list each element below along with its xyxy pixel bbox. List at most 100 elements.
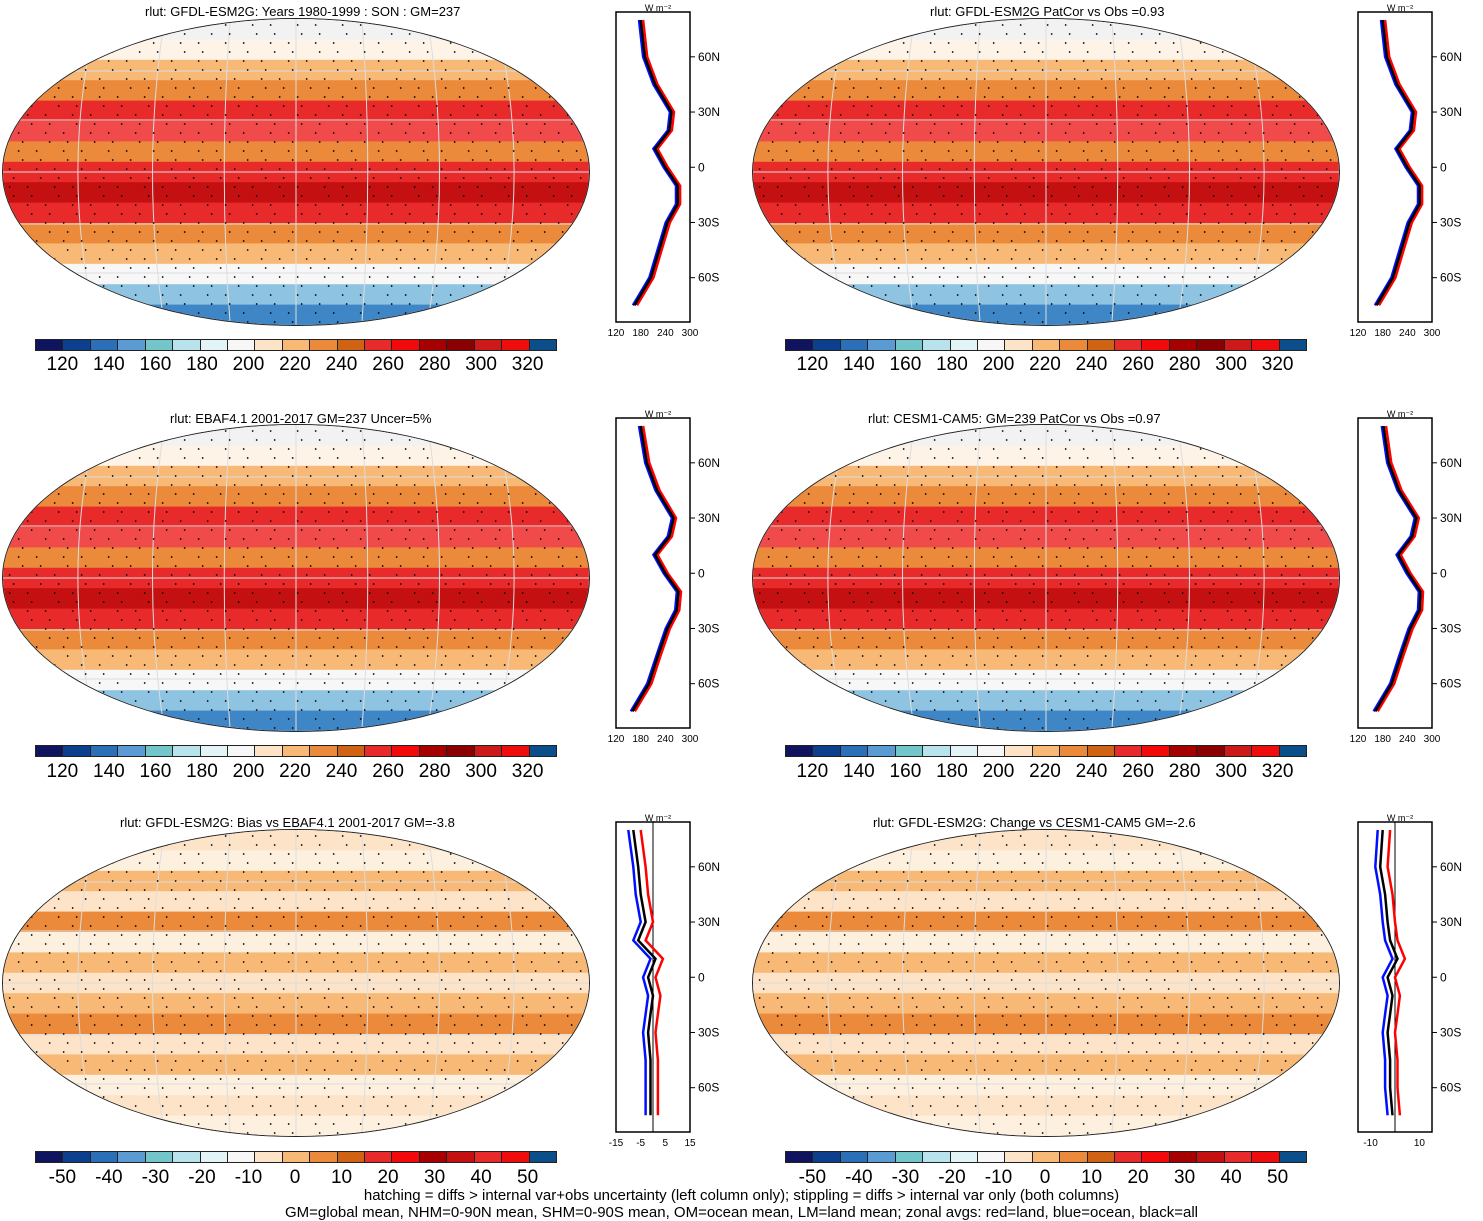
colorbar-swatch <box>173 1152 201 1162</box>
lat-label: 60N <box>1440 50 1462 64</box>
colorbar-tick-label: 180 <box>186 761 218 782</box>
colorbar-tick-label: 220 <box>279 354 311 375</box>
colorbar-swatch <box>255 340 283 350</box>
colorbar-tick-label: 200 <box>982 354 1015 375</box>
all-profile-line <box>631 425 680 712</box>
panel-title-5: rlut: GFDL-ESM2G: Bias vs EBAF4.1 2001-2… <box>120 815 455 830</box>
colorbar-swatch <box>840 746 869 756</box>
colorbar-swatch <box>1032 340 1061 350</box>
colorbar-swatch <box>90 340 119 350</box>
colorbar-swatch <box>1005 340 1033 350</box>
profile-tick-label: -5 <box>636 1138 645 1149</box>
lat-label: 30S <box>1440 621 1461 635</box>
colorbar-swatch <box>63 340 91 350</box>
colorbar-swatch <box>90 1152 119 1162</box>
colorbar-tick-label: -40 <box>845 1167 873 1188</box>
colorbar-swatch <box>1224 340 1253 350</box>
colorbar-tick-label: 320 <box>511 354 544 375</box>
panel-title-4: rlut: CESM1-CAM5: GM=239 PatCor vs Obs =… <box>868 411 1161 426</box>
colorbar-swatch <box>118 746 146 756</box>
colorbar-panel-2 <box>785 339 1307 351</box>
colorbar-swatch <box>895 1152 924 1162</box>
colorbar-swatch <box>63 746 91 756</box>
profile-tick-label: 120 <box>1350 328 1367 339</box>
colorbar-swatch <box>1032 1152 1061 1162</box>
colorbar-tick-label: 260 <box>372 761 404 782</box>
colorbar-swatch <box>255 746 283 756</box>
profile-unit: W m⁻² <box>645 409 671 419</box>
colorbar-tick-label: 30 <box>424 1167 446 1188</box>
colorbar-swatch <box>786 1152 814 1162</box>
colorbar-swatch <box>310 340 338 350</box>
zonal-profile-panel-1: 60N 30N 0 30S 60S 120 180 240 300 W m⁻² <box>598 2 733 347</box>
colorbar-swatch <box>1279 1152 1307 1162</box>
colorbar-tick-label: 280 <box>418 354 451 375</box>
colorbar-tick-label: 40 <box>470 1167 492 1188</box>
colorbar-labels-panel-2: 120 140 160 180 200 220 240 260 280 300 320 <box>785 354 1305 376</box>
colorbar-swatch <box>282 340 311 350</box>
colorbar-tick-label: -10 <box>234 1167 263 1188</box>
land-profile-line <box>1386 829 1407 1116</box>
colorbar-swatch <box>145 746 174 756</box>
colorbar-tick-label: 260 <box>1122 761 1154 782</box>
colorbar-swatch <box>868 746 896 756</box>
ocean-profile-line <box>629 425 679 712</box>
colorbar-swatch <box>365 1152 393 1162</box>
colorbar-tick-label: 140 <box>93 354 125 375</box>
profile-tick-label: 300 <box>682 328 699 339</box>
colorbar-tick-label: 280 <box>418 761 451 782</box>
profile-unit: W m⁻² <box>1387 409 1413 419</box>
colorbar-swatch <box>529 746 557 756</box>
profile-tick-label: 240 <box>1399 328 1416 339</box>
colorbar-tick-label: 50 <box>1267 1167 1289 1188</box>
colorbar-tick-label: 200 <box>232 354 265 375</box>
colorbar-swatch <box>1169 746 1198 756</box>
colorbar-swatch <box>447 1152 475 1162</box>
land-profile-line <box>1377 19 1424 306</box>
map-panel-1 <box>2 18 590 326</box>
all-profile-line <box>632 829 657 1116</box>
map-panel-2 <box>752 18 1340 326</box>
colorbar-swatch <box>118 340 146 350</box>
colorbar-swatch <box>868 340 896 350</box>
zonal-profile-panel-2: 60N 30N 0 30S 60S 120 180 240 300 W m⁻² <box>1340 2 1475 347</box>
colorbar-swatch <box>173 340 201 350</box>
colorbar-labels-panel-1: 120 140 160 180 200 220 240 260 280 300 320 <box>35 354 555 376</box>
map-panel-4 <box>752 424 1340 732</box>
profile-tick-label: 240 <box>657 734 674 745</box>
lat-label: 60N <box>698 50 720 64</box>
land-profile-line <box>633 425 683 712</box>
colorbar-swatch <box>392 746 420 756</box>
colorbar-swatch <box>1252 340 1280 350</box>
colorbar-tick-label: 120 <box>46 354 79 375</box>
colorbar-tick-label: 280 <box>1168 761 1201 782</box>
colorbar-swatch <box>1279 746 1307 756</box>
colorbar-tick-label: -20 <box>938 1167 966 1188</box>
colorbar-tick-label: 280 <box>1168 354 1201 375</box>
colorbar-tick-label: 220 <box>1029 761 1061 782</box>
lat-label: 30N <box>1440 105 1462 119</box>
colorbar-panel-1 <box>35 339 557 351</box>
lat-label: 60N <box>1440 456 1462 470</box>
colorbar-tick-label: 140 <box>843 354 875 375</box>
lat-label: 30S <box>1440 1025 1461 1039</box>
colorbar-swatch <box>1169 340 1198 350</box>
lat-label: 30S <box>1440 215 1461 229</box>
colorbar-swatch <box>950 340 978 350</box>
colorbar-tick-label: 300 <box>465 354 497 375</box>
colorbar-tick-label: -40 <box>95 1167 123 1188</box>
colorbar-tick-label: 240 <box>1075 354 1108 375</box>
zonal-profile-panel-4: 60N 30N 0 30S 60S 120 180 240 300 W m⁻² <box>1340 408 1475 753</box>
colorbar-swatch <box>200 340 228 350</box>
map-panel-5 <box>2 829 590 1137</box>
colorbar-tick-label: 240 <box>325 761 358 782</box>
profile-tick-label: -10 <box>1363 1138 1378 1149</box>
colorbar-swatch <box>474 746 503 756</box>
lat-label: 0 <box>1440 566 1447 580</box>
lat-label: 0 <box>698 160 705 174</box>
colorbar-swatch <box>282 1152 311 1162</box>
colorbar-tick-label: 40 <box>1220 1167 1242 1188</box>
colorbar-swatch <box>1252 1152 1280 1162</box>
colorbar-swatch <box>118 1152 146 1162</box>
colorbar-swatch <box>923 340 951 350</box>
